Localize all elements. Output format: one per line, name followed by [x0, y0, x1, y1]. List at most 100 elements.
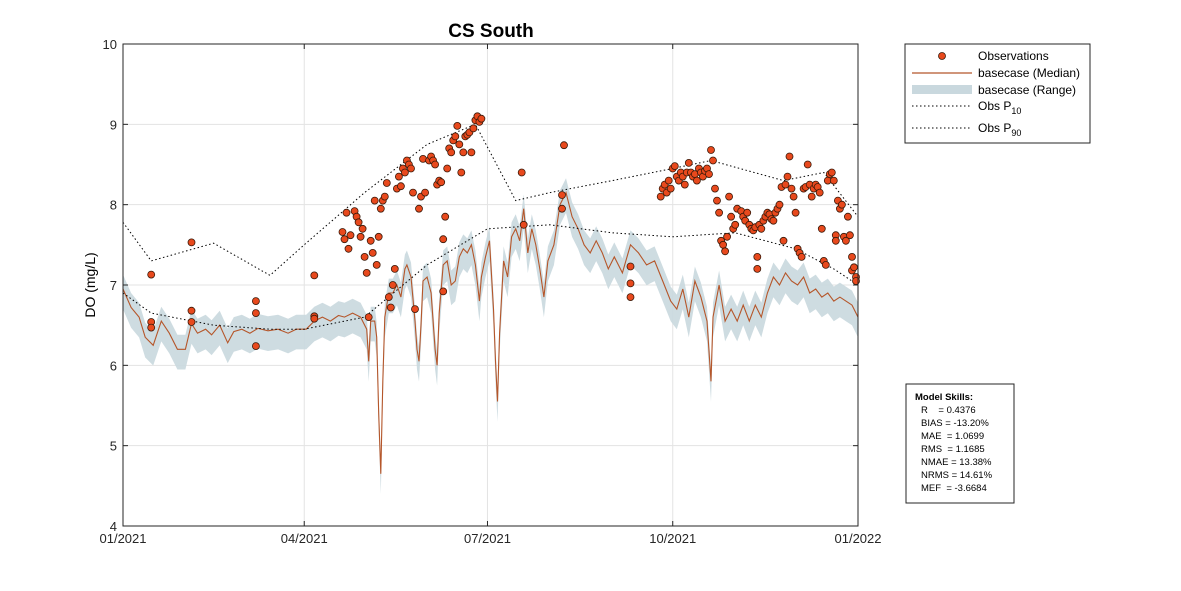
observation-point: [558, 204, 566, 213]
legend-marker-observations: [938, 52, 946, 60]
observation-point: [364, 313, 373, 322]
range-band: [123, 178, 858, 494]
observation-point: [187, 318, 196, 326]
skills-mae: MAE = 1.0699: [921, 431, 984, 442]
skills-rms: RMS = 1.1685: [921, 444, 985, 455]
observation-point: [338, 228, 347, 236]
observation-point: [680, 180, 689, 189]
observation-point: [441, 212, 450, 221]
observation-point: [626, 293, 635, 302]
observation-point: [187, 238, 196, 247]
observation-point: [753, 252, 762, 261]
observation-point: [626, 262, 635, 271]
observation-point: [346, 231, 355, 240]
skills-nmae: NMAE = 13.38%: [921, 457, 992, 468]
observation-point: [251, 297, 260, 306]
x-tick-label: 01/2022: [835, 531, 882, 546]
observation-point: [670, 162, 679, 171]
observation-point: [439, 287, 448, 296]
y-tick-label: 9: [110, 117, 117, 132]
observation-point: [390, 264, 399, 273]
observation-point: [719, 240, 727, 249]
observation-point: [757, 224, 766, 233]
observation-point: [711, 184, 719, 193]
observation-point: [354, 218, 363, 227]
observation-point: [362, 268, 371, 277]
skills-bias: BIAS = -13.20%: [921, 418, 989, 429]
observation-point: [664, 176, 673, 185]
observation-point: [344, 244, 353, 253]
observation-point: [753, 264, 762, 273]
observation-point: [781, 180, 790, 189]
observation-point: [147, 270, 156, 279]
observation-point: [789, 192, 798, 201]
observation-point: [626, 279, 635, 288]
observation-point: [842, 236, 850, 245]
observation-point: [439, 235, 448, 244]
observation-point: [848, 252, 856, 261]
observation-point: [707, 146, 715, 154]
range-band-area: [123, 178, 858, 494]
observation-point: [656, 192, 665, 201]
observation-point: [517, 168, 526, 177]
observation-point: [374, 232, 383, 241]
observation-point: [846, 231, 854, 240]
observation-point: [147, 323, 156, 332]
observation-point: [447, 148, 456, 157]
observation-point: [310, 314, 319, 323]
observation-point: [366, 236, 375, 245]
observation-point: [411, 305, 419, 314]
observation-point: [382, 179, 391, 187]
observation-point: [721, 247, 729, 256]
legend-label-observations: Observations: [978, 49, 1049, 63]
observation-point: [443, 164, 452, 173]
observation-point: [666, 184, 675, 193]
observation-point: [431, 160, 440, 169]
y-tick-label: 10: [103, 37, 117, 52]
observation-point: [396, 182, 405, 191]
legend-label-p10: Obs P10: [978, 99, 1021, 116]
observation-point: [415, 204, 423, 213]
grid: [122, 43, 859, 527]
percentile-line-obs-p10: [122, 224, 859, 330]
y-tick-label: 7: [110, 278, 117, 293]
x-tick-label: 01/2021: [100, 531, 147, 546]
observation-point: [783, 172, 792, 181]
observation-point: [803, 160, 812, 169]
observation-point: [787, 184, 796, 193]
observation-point: [356, 232, 365, 241]
legend-label-range: basecase (Range): [978, 83, 1076, 97]
observation-point: [358, 224, 367, 233]
observation-point: [409, 188, 417, 197]
observation-point: [684, 158, 693, 167]
y-tick-label: 6: [110, 358, 117, 373]
median-line: [122, 191, 859, 474]
observation-point: [342, 208, 351, 217]
observation-point: [838, 200, 846, 209]
observation-point: [380, 192, 389, 201]
y-tick-label: 5: [110, 439, 117, 454]
observation-point: [388, 281, 397, 289]
observation-point: [815, 188, 824, 197]
model-skills-box: Model Skills: R = 0.4376 BIAS = -13.20% …: [905, 383, 1015, 504]
x-tick-label: 07/2021: [464, 531, 511, 546]
observation-point: [451, 132, 460, 141]
observation-point: [187, 306, 196, 315]
chart-title: CS South: [448, 21, 534, 42]
observation-point: [844, 212, 852, 221]
observation-point: [558, 191, 566, 199]
observation-point: [386, 303, 395, 312]
observation-point: [693, 176, 701, 185]
observation-point: [251, 309, 260, 318]
skills-r: R = 0.4376: [921, 405, 976, 416]
observation-point: [827, 168, 836, 177]
x-tick-label: 10/2021: [649, 531, 696, 546]
x-axis: 01/2021 04/2021 07/2021 10/2021 01/2022: [100, 44, 882, 546]
observation-point: [368, 248, 377, 257]
observation-point: [705, 170, 713, 179]
observation-point: [731, 220, 740, 229]
observation-point: [715, 208, 723, 217]
observation-point: [560, 141, 568, 150]
observation-point: [829, 176, 838, 185]
